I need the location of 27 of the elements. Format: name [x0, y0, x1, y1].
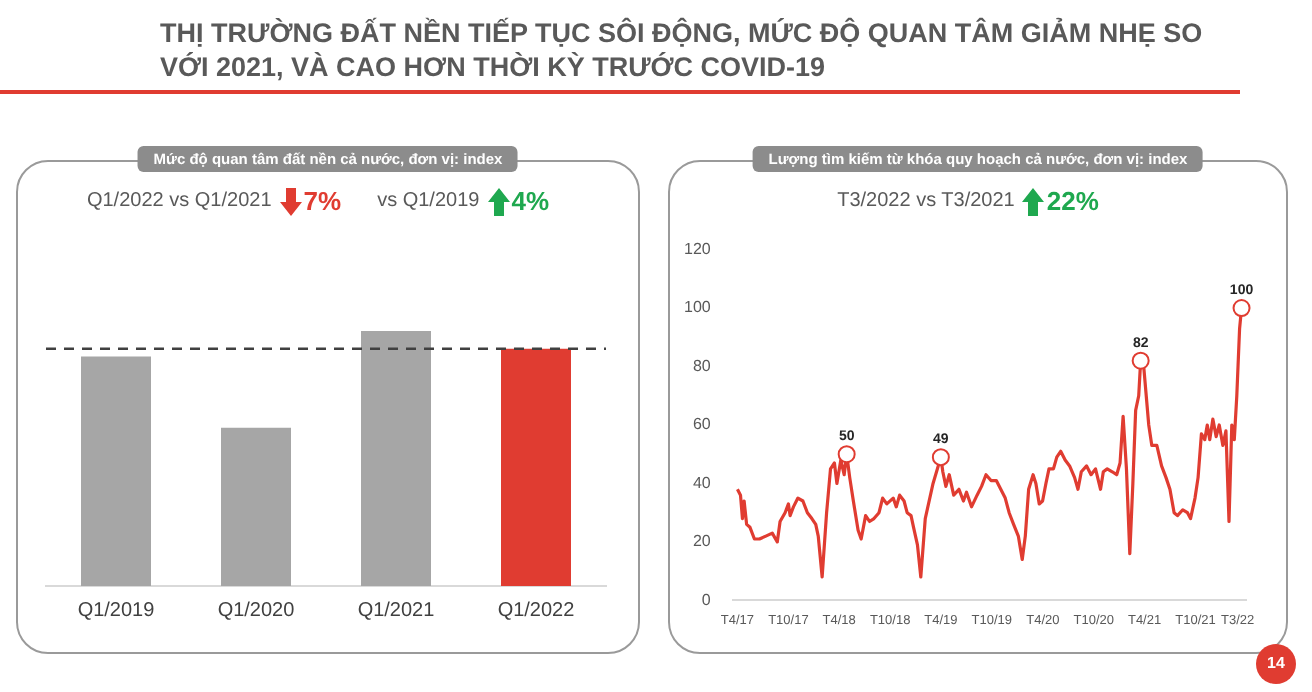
y-tick-label: 0: [701, 590, 712, 609]
text: vs Q1/2019: [377, 190, 480, 212]
bar: [501, 348, 571, 586]
text: 14: [1256, 644, 1296, 684]
y-tick-label: 60: [692, 415, 712, 434]
text: 22%: [1046, 186, 1099, 216]
point: [931, 448, 950, 467]
bar: [361, 330, 431, 586]
y-tick-label: 100: [683, 298, 712, 317]
y-tick-label: 20: [692, 532, 712, 551]
text: 7%: [303, 186, 342, 216]
x-tick-label: Q1/2022: [497, 599, 576, 622]
point: [837, 445, 856, 464]
point: [1131, 351, 1150, 370]
y-tick-label: 120: [683, 240, 712, 259]
bar: [81, 356, 151, 586]
text: 4%: [511, 186, 550, 216]
y-tick-label: 80: [692, 356, 712, 375]
text: THỊ TRƯỜNG ĐẤT NỀN TIẾP TỤC SÔI ĐỘNG, MỨC ĐỘ QUAN TÂM GIẢM NHẸ SO VỚI 2021, VÀ CAO HƠN THỜI KỲ TRƯỚC COVID-19: [160, 16, 1205, 84]
bar: [221, 427, 291, 586]
text: T3/2022 vs T3/2021: [837, 190, 1015, 212]
x-tick-label: Q1/2019: [77, 599, 156, 622]
point: [1232, 299, 1251, 318]
x-tick-label: Q1/2020: [217, 599, 296, 622]
text: Q1/2022 vs Q1/2021: [86, 190, 272, 212]
y-tick-label: 40: [692, 473, 712, 492]
x-tick-label: Q1/2021: [357, 599, 436, 622]
